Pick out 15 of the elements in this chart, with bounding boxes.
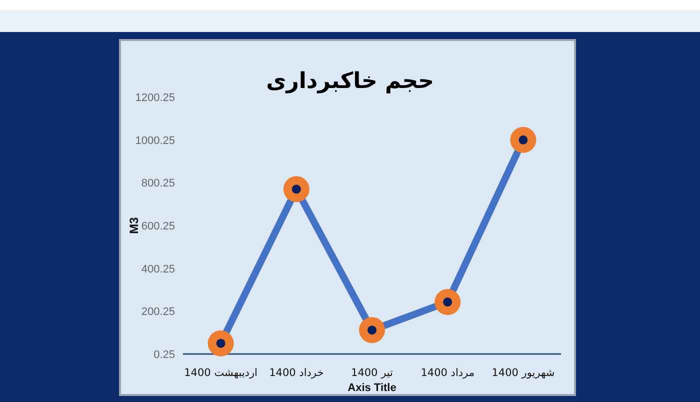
x-axis-title: Axis Title <box>348 382 396 394</box>
y-tick-label: 1200.25 <box>135 92 175 104</box>
x-tick-label: مرداد 1400 <box>420 367 474 379</box>
x-tick-label: اردیبهشت 1400 <box>184 367 258 379</box>
y-tick-label: 1000.25 <box>135 134 175 147</box>
y-tick-label: 0.25 <box>154 349 175 361</box>
x-tick-label: خرداد 1400 <box>269 367 324 379</box>
y-tick-label: 600.25 <box>141 220 175 232</box>
chart-title: حجم خاکبرداری <box>266 69 434 94</box>
y-tick-label: 800.25 <box>141 178 175 190</box>
y-tick-label: 200.25 <box>141 306 175 318</box>
y-axis-title: M3 <box>127 216 141 234</box>
x-tick-label: تیر 1400 <box>351 367 394 379</box>
x-tick-label: شهریور 1400 <box>492 367 555 379</box>
y-tick-label: 400.25 <box>141 263 175 276</box>
